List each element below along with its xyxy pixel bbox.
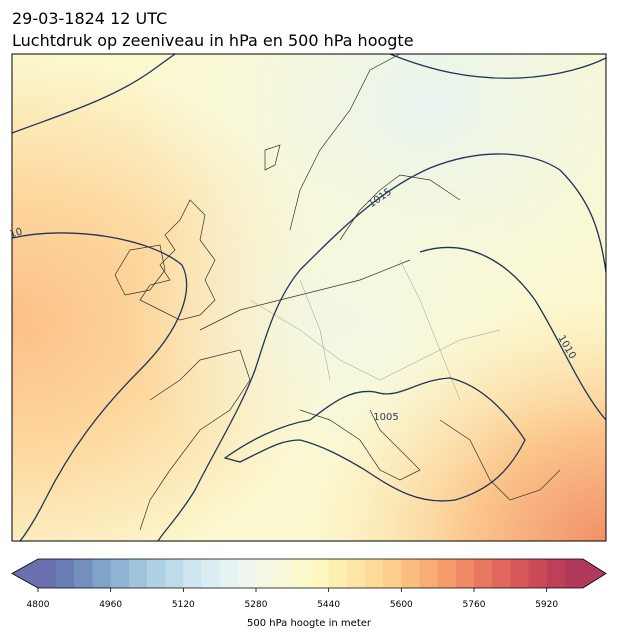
colorbar-tick-label: 5280 — [245, 600, 268, 610]
colorbar-band — [546, 559, 566, 588]
colorbar-tick-label: 4960 — [99, 600, 122, 610]
map-frame — [11, 53, 607, 542]
colorbar-band — [128, 559, 148, 588]
colorbar-band — [455, 559, 475, 588]
colorbar-tick-label: 5440 — [317, 600, 340, 610]
colorbar-band — [474, 559, 493, 588]
colorbar-band — [510, 559, 529, 588]
colorbar-band — [328, 559, 348, 588]
colorbar-band — [564, 559, 584, 588]
colorbar-band — [383, 559, 402, 588]
map-subtitle: Luchtdruk op zeeniveau in hPa en 500 hPa… — [12, 31, 414, 50]
colorbar-tick-label: 4800 — [27, 600, 50, 610]
colorbar-extend-high — [583, 559, 606, 588]
colorbar-band — [256, 559, 275, 588]
colorbar-tick-label: 5600 — [390, 600, 413, 610]
colorbar-tick-label: 5120 — [172, 600, 195, 610]
colorbar-band — [237, 559, 257, 588]
colorbar-band — [74, 559, 93, 588]
contour-label: 10 — [9, 227, 24, 241]
colorbar-label: 500 hPa hoogte in meter — [247, 618, 372, 629]
colorbar-band — [310, 559, 330, 588]
map-title: 29-03-1824 12 UTC — [12, 9, 167, 28]
colorbar-band — [56, 559, 75, 588]
colorbar-band — [292, 559, 311, 588]
colorbar-band — [401, 559, 420, 588]
map-area — [12, 54, 606, 541]
colorbar-band — [147, 559, 166, 588]
colorbar-band — [183, 559, 202, 588]
colorbar-band — [38, 559, 57, 588]
colorbar-band — [110, 559, 130, 588]
colorbar-band — [92, 559, 112, 588]
contour-label: 1005 — [373, 412, 398, 423]
colorbar-band — [201, 559, 221, 588]
colorbar-band — [165, 559, 184, 588]
colorbar-band — [365, 559, 384, 588]
colorbar-tick-label: 5760 — [463, 600, 486, 610]
colorbar-tick-label: 5920 — [535, 600, 558, 610]
colorbar-extend-low — [12, 559, 38, 588]
colorbar-band — [419, 559, 439, 588]
colorbar-band — [219, 559, 239, 588]
colorbar-band — [492, 559, 511, 588]
colorbar-band — [528, 559, 548, 588]
colorbar-band — [346, 559, 366, 588]
colorbar: 4800 4960 5120 5280 5440 5600 5760 5920 — [11, 558, 607, 610]
colorbar-band — [437, 559, 457, 588]
colorbar-band — [274, 559, 293, 588]
